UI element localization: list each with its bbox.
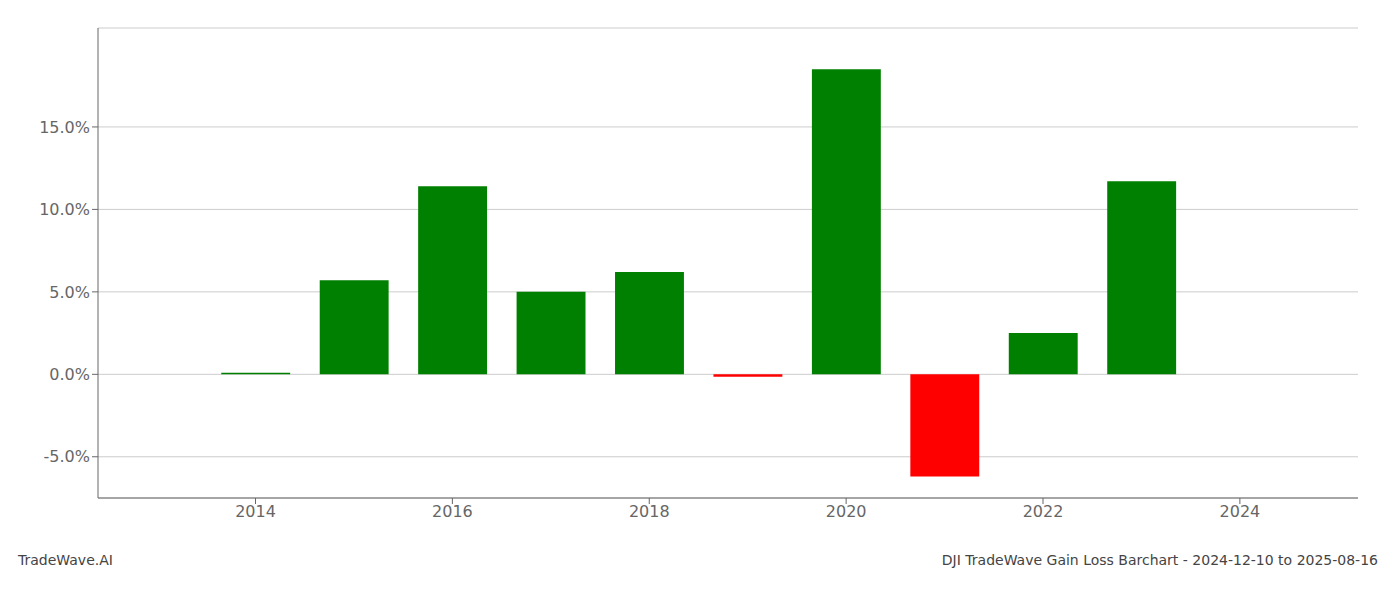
svg-text:2016: 2016 — [432, 502, 473, 521]
html-text:TradeWave.AI: TradeWave.AI — [18, 552, 113, 568]
svg-text:2024: 2024 — [1220, 502, 1261, 521]
svg-text:2022: 2022 — [1023, 502, 1064, 521]
svg-text:2020: 2020 — [826, 502, 867, 521]
svg-text:10.0%: 10.0% — [39, 200, 90, 219]
svg-text:2018: 2018 — [629, 502, 670, 521]
svg-text:-5.0%: -5.0% — [44, 447, 90, 466]
html-text:DJI TradeWave Gain Loss Barcha: DJI TradeWave Gain Loss Barchart - 2024-… — [941, 552, 1378, 568]
svg-text:0.0%: 0.0% — [49, 365, 90, 384]
svg-text:2014: 2014 — [235, 502, 276, 521]
svg-text:15.0%: 15.0% — [39, 118, 90, 137]
svg-text:5.0%: 5.0% — [49, 283, 90, 302]
